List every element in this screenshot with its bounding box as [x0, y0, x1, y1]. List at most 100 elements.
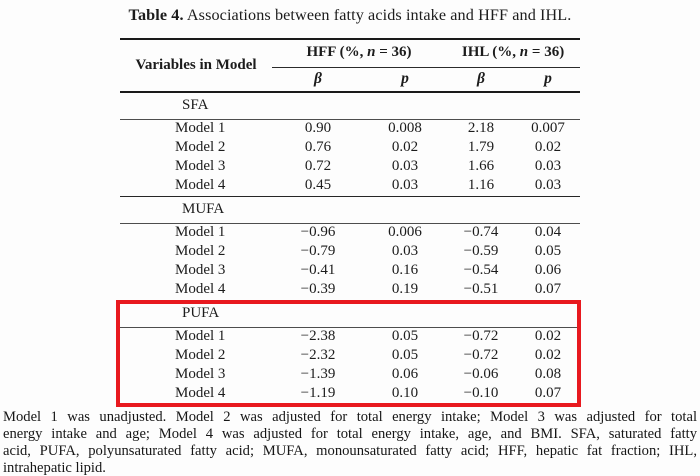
data-cell: 0.04 [534, 224, 562, 240]
footnote-line: energy intake and age; Model 4 was adjus… [3, 426, 697, 442]
footnote-line: Model 1 was unadjusted. Model 2 was adju… [3, 409, 697, 425]
row-label: Model 4 [175, 281, 226, 298]
header-text: IHL (%, [461, 44, 520, 61]
row-label: Model 3 [175, 158, 226, 175]
table-row: Model 2 −0.79 0.03 −0.59 0.05 [120, 242, 580, 261]
caption-label: Table 4. [128, 6, 184, 24]
data-cell: −0.59 [463, 243, 499, 259]
data-cell: 2.18 [467, 120, 495, 136]
results-table: Variables in Model HFF (%, n = 36) IHL (… [120, 38, 581, 405]
table-row: Model 2 0.76 0.02 1.79 0.02 [120, 138, 580, 157]
footnote-line: acid, PUFA, polyunsaturated fatty acid; … [3, 443, 697, 459]
table-row: Model 4 −0.39 0.19 −0.51 0.07 [120, 281, 580, 300]
data-cell: 0.05 [391, 328, 419, 344]
table-row: Model 2 −2.32 0.05 −0.72 0.02 [120, 346, 580, 365]
data-cell: 0.03 [534, 177, 562, 194]
data-cell: −0.79 [300, 243, 336, 259]
n-symbol: n [367, 44, 376, 61]
sub-header-row: β p β p [120, 67, 580, 92]
data-cell: 1.79 [467, 139, 495, 155]
table-row: Model 3 0.72 0.03 1.66 0.03 [120, 158, 580, 177]
data-cell: 0.02 [534, 347, 562, 363]
table-row: Model 1 −0.96 0.006 −0.74 0.04 [120, 223, 580, 242]
data-cell: 0.06 [534, 262, 562, 279]
p-hff-header: p [401, 70, 409, 88]
variables-column-header: Variables in Model [135, 56, 257, 73]
data-cell: 1.16 [467, 177, 495, 194]
row-label: Model 2 [175, 139, 226, 155]
data-cell: 0.05 [534, 243, 562, 259]
data-cell: −0.72 [463, 328, 499, 344]
header-text: = 36) [528, 44, 565, 61]
section-mufa: MUFA Model 1 −0.96 0.006 −0.74 0.04 Mode… [120, 196, 581, 300]
beta-hff-header: β [314, 70, 322, 88]
data-cell: −1.19 [300, 385, 336, 401]
data-cell: −0.41 [300, 262, 336, 279]
section-sfa: SFA Model 1 0.90 0.008 2.18 0.007 Model … [120, 92, 581, 196]
row-label: Model 1 [175, 224, 226, 240]
row-label: Model 4 [175, 385, 226, 401]
data-cell: −0.06 [463, 366, 499, 383]
header-text: = 36) [375, 44, 412, 61]
data-cell: −0.51 [463, 281, 499, 298]
data-cell: 0.76 [304, 139, 332, 155]
data-cell: −0.72 [463, 347, 499, 363]
row-label: Model 1 [175, 120, 226, 136]
data-cell: 0.45 [304, 177, 332, 194]
section-header-row: MUFA [120, 196, 581, 223]
section-title: PUFA [182, 304, 220, 321]
data-cell: 0.16 [391, 262, 419, 279]
table-row: Model 1 0.90 0.008 2.18 0.007 [120, 119, 580, 138]
data-cell: 0.19 [391, 281, 419, 298]
section-header-row: PUFA [120, 300, 581, 327]
row-label: Model 1 [175, 328, 226, 344]
data-cell: −0.96 [300, 224, 336, 240]
data-cell: 0.90 [304, 120, 332, 136]
data-cell: −1.39 [300, 366, 336, 383]
data-cell: 0.07 [534, 281, 562, 298]
table-row: Model 4 0.45 0.03 1.16 0.03 [120, 177, 580, 196]
row-label: Model 3 [175, 262, 226, 279]
hff-group-header: HFF (%, n = 36) [272, 39, 447, 68]
table-header: Variables in Model HFF (%, n = 36) IHL (… [120, 39, 581, 92]
data-cell: −0.10 [463, 385, 499, 401]
data-cell: 0.008 [388, 120, 422, 136]
data-cell: 0.02 [534, 139, 562, 155]
data-cell: 0.03 [391, 158, 419, 175]
data-cell: 0.72 [304, 158, 332, 175]
section-header-row: SFA [120, 92, 581, 119]
data-cell: 1.66 [467, 158, 495, 175]
n-symbol: n [519, 44, 529, 61]
beta-ihl-header: β [477, 70, 485, 88]
data-cell: −0.39 [300, 281, 336, 298]
data-cell: 0.006 [388, 224, 422, 240]
data-cell: −0.54 [463, 262, 499, 279]
section-pufa: PUFA Model 1 −2.38 0.05 −0.72 0.02 Model… [120, 300, 581, 404]
data-cell: 0.02 [391, 139, 419, 155]
table-caption: Table 4. Associations between fatty acid… [0, 6, 700, 25]
data-cell: 0.03 [391, 243, 419, 259]
section-title: SFA [182, 96, 209, 113]
row-label: Model 4 [175, 177, 226, 194]
header-text: HFF (%, [306, 44, 368, 61]
data-cell: 0.06 [391, 366, 419, 383]
data-cell: −2.32 [300, 347, 336, 363]
group-header-row: Variables in Model HFF (%, n = 36) IHL (… [120, 39, 581, 73]
data-cell: 0.03 [391, 177, 419, 194]
table-row: Model 1 −2.38 0.05 −0.72 0.02 [120, 327, 580, 346]
caption-text: Associations between fatty acids intake … [183, 6, 572, 24]
data-cell: 0.07 [534, 385, 562, 401]
ihl-group-header: IHL (%, n = 36) [446, 39, 581, 68]
row-label: Model 2 [175, 243, 226, 259]
data-cell: 0.05 [391, 347, 419, 363]
table-row: Model 3 −0.41 0.16 −0.54 0.06 [120, 262, 580, 281]
table-row: Model 3 −1.39 0.06 −0.06 0.08 [120, 366, 580, 385]
footnote-line: intrahepatic lipid. [3, 460, 106, 476]
table-footnote: Model 1 was unadjusted. Model 2 was adju… [3, 409, 697, 476]
table-row: Model 4 −1.19 0.10 −0.10 0.07 [120, 385, 580, 404]
data-cell: 0.02 [534, 328, 562, 344]
data-cell: 0.08 [534, 366, 562, 383]
data-cell: 0.007 [531, 120, 565, 136]
row-label: Model 2 [175, 347, 226, 363]
